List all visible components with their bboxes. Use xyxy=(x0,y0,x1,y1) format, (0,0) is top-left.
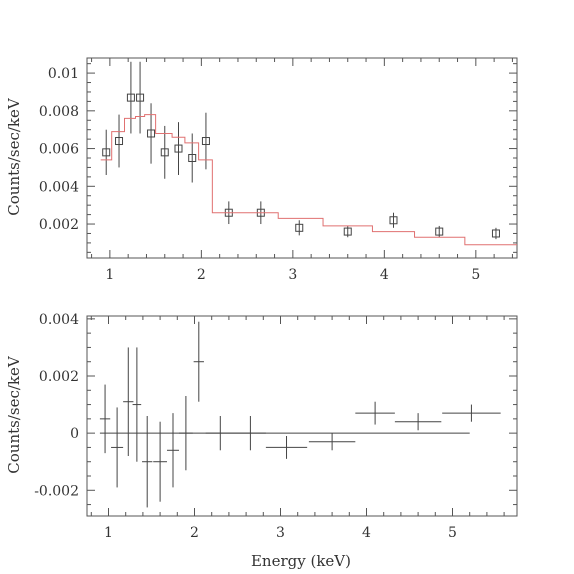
y-tick-label: -0.002 xyxy=(34,483,79,499)
x-tick-label: 5 xyxy=(471,267,480,283)
plot-frame xyxy=(86,315,518,517)
y-tick-label: 0.004 xyxy=(39,312,79,328)
x-tick-label: 3 xyxy=(276,525,285,541)
y-tick-label: 0 xyxy=(70,426,79,442)
y-tick-label: 0.01 xyxy=(48,66,79,82)
data-point xyxy=(343,227,352,236)
spectrum-panel: 1 2 3 4 5 0.002 0.004 0.006 0.008 0.01 xyxy=(39,57,518,283)
x-tick-label: 4 xyxy=(362,525,371,541)
data-point xyxy=(136,93,145,102)
top-y-axis-label: Counts/sec/keV xyxy=(5,97,23,216)
model-step-line xyxy=(100,114,517,246)
data-point xyxy=(491,229,500,238)
data-point xyxy=(160,148,169,157)
data-point xyxy=(126,93,135,102)
x-axis-label: Energy (keV) xyxy=(251,552,351,570)
x-tick-label: 1 xyxy=(104,525,113,541)
data-point xyxy=(435,227,444,236)
x-tick-label: 4 xyxy=(380,267,389,283)
y-tick-label: 0.008 xyxy=(39,104,79,120)
y-tick-label: 0.004 xyxy=(39,179,79,195)
data-point xyxy=(115,137,124,146)
data-point xyxy=(188,154,197,162)
data-point xyxy=(389,216,398,225)
y-tick-label: 0.002 xyxy=(39,369,79,385)
x-tick-label: 3 xyxy=(288,267,297,283)
y-tick-label: 0.006 xyxy=(39,142,79,158)
data-point xyxy=(102,148,111,157)
residuals-panel: 1 2 3 4 5 -0.002 0 0.002 0.004 xyxy=(34,312,518,541)
x-tick-label: 2 xyxy=(197,267,206,283)
x-tick-label: 1 xyxy=(105,267,114,283)
data-point xyxy=(147,129,156,138)
bottom-y-axis-label: Counts/sec/keV xyxy=(5,355,23,474)
data-point xyxy=(201,137,210,146)
data-point xyxy=(295,223,304,232)
data-point xyxy=(174,144,183,153)
x-tick-label: 2 xyxy=(190,525,199,541)
x-tick-label: 5 xyxy=(448,525,457,541)
y-tick-label: 0.002 xyxy=(39,217,79,233)
